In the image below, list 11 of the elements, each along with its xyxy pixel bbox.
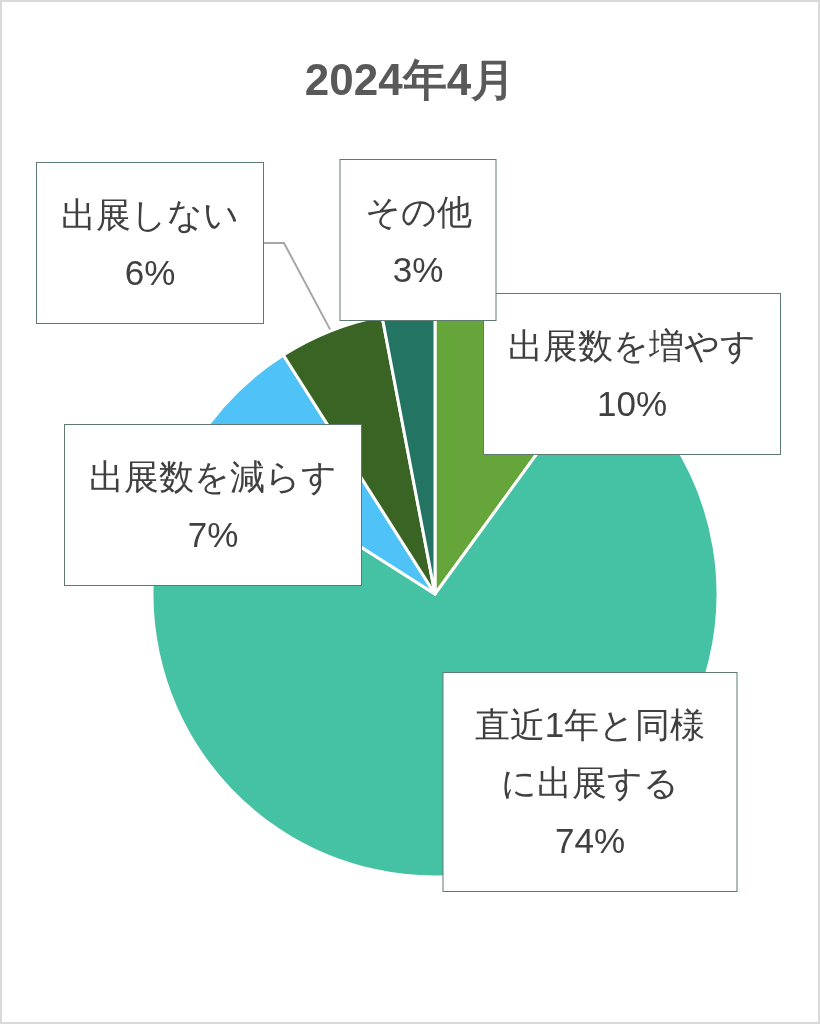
data-label: 74%	[554, 820, 626, 860]
slice-label: 直近1年と同様に出展する	[474, 704, 706, 802]
slice-label: 出展数を減らす	[89, 456, 337, 496]
data-label: 10%	[596, 383, 668, 423]
data-label: 7%	[187, 514, 239, 554]
slice-label: その他	[364, 191, 472, 231]
data-label: 6%	[124, 252, 176, 292]
data-label: 3%	[392, 249, 444, 289]
slice-label: 出展数を増やす	[508, 325, 756, 365]
chart-title: 2024年4月	[304, 54, 516, 104]
slice-label: 出展しない	[61, 194, 239, 234]
